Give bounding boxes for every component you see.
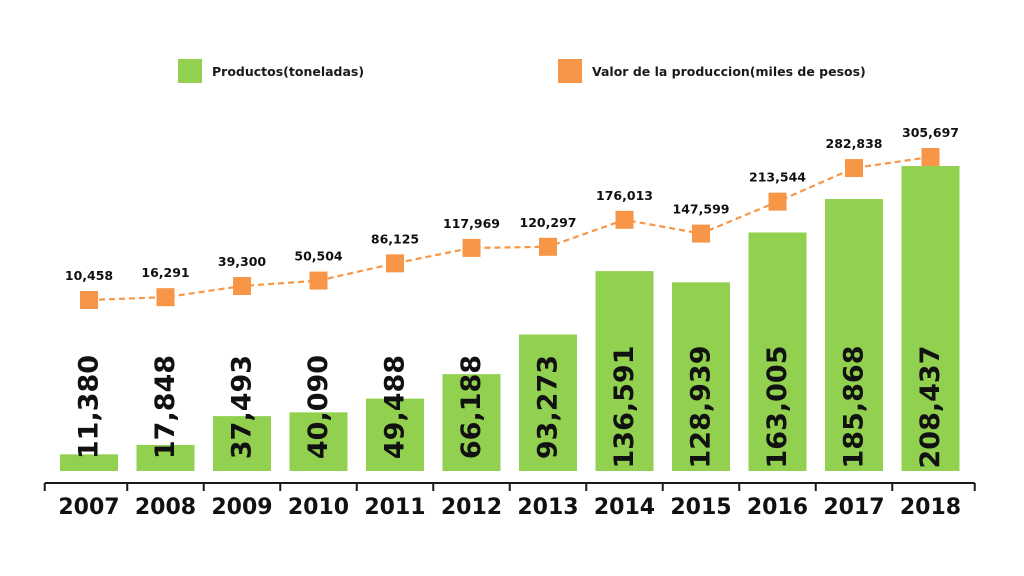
bar-value-label: 136,591 [609, 346, 640, 469]
line-value-label: 16,291 [141, 265, 189, 280]
bar-2012 [442, 374, 501, 471]
bar-value-label: 37,493 [227, 355, 258, 459]
bar-2017 [825, 199, 883, 471]
bar-value-label: 11,380 [74, 355, 105, 459]
x-tick-label-2007: 2007 [58, 495, 119, 520]
bar-2014 [595, 271, 654, 471]
legend-item-productos: Productos(toneladas) [178, 58, 364, 84]
x-tick-label-2014: 2014 [594, 495, 655, 520]
bar-value-label: 17,848 [150, 355, 181, 459]
bar-labels-layer: 11,380 17,848 37,493 40,090 49,488 66,188 93,2… [74, 346, 947, 469]
bar-value-label: 66,188 [456, 355, 487, 459]
bar-value-label: 49,488 [380, 355, 411, 459]
bar-value-label: 93,273 [533, 355, 564, 459]
bar-value-label: 208,437 [915, 346, 946, 469]
x-tick-label-2009: 2009 [211, 495, 272, 520]
line-marker-2011 [386, 254, 404, 273]
bar-2015 [672, 282, 730, 471]
bar-2013 [519, 334, 577, 471]
line-marker-2009 [233, 277, 251, 296]
bars-layer [60, 166, 960, 471]
x-axis: 2007 2008 2009 2010 2011 2012 2013 2014 2015 2016… [43, 482, 976, 520]
line-marker-2012 [462, 238, 481, 257]
legend-item-valor: Valor de la produccion(miles de pesos) [558, 58, 866, 84]
x-tick-label-2010: 2010 [288, 495, 349, 520]
line-marker-2008 [156, 288, 175, 307]
bar-value-label: 40,090 [303, 355, 334, 459]
line-value-label: 120,297 [520, 215, 577, 230]
legend-label-valor: Valor de la produccion(miles de pesos) [592, 63, 866, 79]
bar-2018 [901, 166, 960, 471]
line-value-label: 282,838 [826, 136, 883, 151]
line-value-label: 176,013 [596, 188, 653, 203]
bar-2010 [289, 412, 348, 471]
bar-2011 [366, 398, 424, 471]
line-value-label: 39,300 [218, 254, 267, 269]
legend-swatch-green [178, 59, 202, 83]
bar-2009 [213, 416, 271, 471]
bar-value-label: 163,005 [762, 346, 793, 469]
bar-2016 [748, 232, 807, 471]
line-marker-2016 [768, 192, 787, 211]
line-marker-2013 [539, 237, 557, 256]
line-layer: 10,458 16,291 39,300 50,504 86,125 117,969 120… [65, 125, 959, 309]
legend-label-productos: Productos(toneladas) [212, 63, 365, 79]
x-tick-label-2015: 2015 [670, 495, 731, 520]
bar-2007 [60, 454, 118, 471]
line-marker-2018 [921, 148, 940, 166]
x-tick-label-2018: 2018 [900, 495, 961, 520]
x-tick-label-2008: 2008 [135, 495, 196, 520]
line-marker-2014 [615, 210, 634, 229]
bar-value-label: 128,939 [686, 346, 717, 469]
line-series-valor [88, 155, 931, 302]
line-value-label: 10,458 [65, 268, 113, 283]
x-tick-label-2011: 2011 [364, 495, 425, 520]
line-marker-2007 [80, 291, 98, 309]
x-tick-label-2013: 2013 [517, 495, 578, 520]
line-value-label: 305,697 [902, 125, 959, 140]
legend-swatch-orange [558, 59, 582, 83]
x-tick-label-2016: 2016 [747, 495, 808, 520]
line-marker-2010 [309, 271, 328, 290]
bar-2008 [136, 444, 195, 471]
x-tick-label-2017: 2017 [823, 495, 884, 520]
x-tick-label-2012: 2012 [441, 495, 502, 520]
line-value-label: 86,125 [371, 231, 419, 246]
line-value-label: 50,504 [294, 249, 343, 264]
bar-value-label: 185,868 [839, 346, 870, 469]
line-marker-2015 [692, 224, 710, 243]
line-value-label: 117,969 [443, 216, 500, 231]
line-marker-2017 [845, 159, 863, 178]
line-value-label: 147,599 [673, 202, 730, 217]
line-value-label: 213,544 [749, 170, 806, 185]
